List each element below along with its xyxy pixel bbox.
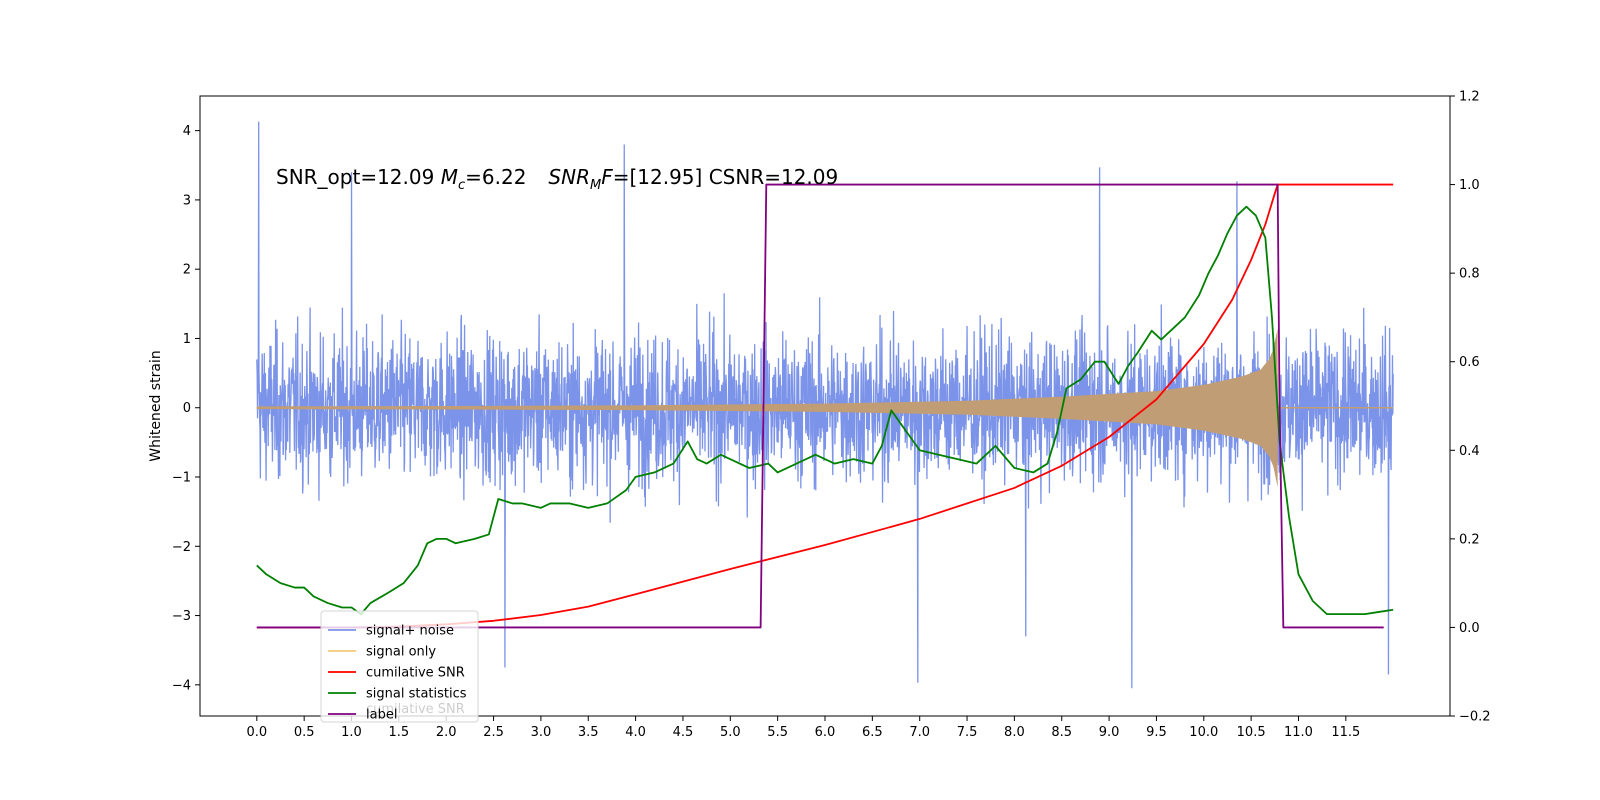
x-tick-label: 10.5: [1237, 725, 1266, 740]
y-right-tick-label: 0.0: [1459, 621, 1480, 636]
x-tick-label: 10.0: [1189, 725, 1218, 740]
snr-symbol: SNR: [548, 165, 590, 189]
x-tick-label: 3.5: [578, 725, 599, 740]
x-tick-label: 0.0: [246, 725, 267, 740]
y-right-tick-label: −0.2: [1459, 710, 1491, 725]
snr-subscript: M: [590, 178, 601, 193]
x-tick-label: 6.5: [862, 725, 883, 740]
signal-only-series: [256, 328, 1394, 488]
y-left-tick-label: 1: [183, 332, 191, 347]
x-tick-label: 2.0: [436, 725, 457, 740]
mc-subscript: c: [458, 178, 465, 193]
x-tick-label: 9.0: [1099, 725, 1120, 740]
snr-suffix: F: [601, 165, 613, 189]
y-left-tick-label: 4: [183, 124, 191, 139]
x-tick-label: 6.0: [815, 725, 836, 740]
legend: cumilative SNR signal+ noise signal only c…: [320, 610, 479, 723]
y-right-tick-label: 1.0: [1459, 178, 1480, 193]
x-tick-label: 4.5: [673, 725, 694, 740]
x-tick-label: 7.0: [909, 725, 930, 740]
x-tick-label: 8.5: [1051, 725, 1072, 740]
x-tick-label: 11.0: [1284, 725, 1313, 740]
y-left-tick-label: −4: [172, 678, 191, 693]
y-right-tick-label: 0.2: [1459, 532, 1480, 547]
x-tick-label: 11.5: [1331, 725, 1360, 740]
legend-label: label: [366, 708, 397, 723]
y-axis-left-title: Whitened strain: [148, 350, 164, 461]
x-axis: 0.0 0.5 1.0 1.5 2.0 2.5 3.0 3.5 4.0 4.5 5.0 5.5 6.0 6…: [246, 716, 1360, 740]
y-axis-left: 4 3 2 1 0 −1 −2 −3 −4: [172, 124, 200, 693]
legend-label: signal statistics: [366, 687, 467, 702]
x-tick-label: 5.0: [720, 725, 741, 740]
y-left-tick-label: 3: [183, 193, 191, 208]
x-tick-label: 2.5: [483, 725, 504, 740]
y-left-tick-label: 2: [183, 263, 191, 278]
y-right-tick-label: 1.2: [1459, 90, 1480, 105]
y-left-tick-label: −1: [172, 471, 191, 486]
legend-label: cumilative SNR: [366, 666, 465, 681]
mc-value: =6.22: [465, 165, 526, 189]
x-tick-label: 4.0: [625, 725, 646, 740]
legend-hidden-text: cumilative SNR: [366, 702, 465, 717]
snr-mf-value: =[12.95] CSNR=12.09: [613, 165, 839, 189]
y-left-tick-label: −3: [172, 609, 191, 624]
mc-symbol: M: [441, 165, 458, 189]
legend-box: [320, 610, 479, 723]
x-tick-label: 0.5: [294, 725, 315, 740]
y-axis-right: 1.2 1.0 0.8 0.6 0.4 0.2 0.0 −0.2: [1450, 90, 1491, 725]
label-line: [256, 183, 1384, 629]
y-right-tick-label: 0.4: [1459, 444, 1480, 459]
x-tick-label: 1.0: [341, 725, 362, 740]
legend-label: signal+ noise: [366, 624, 454, 639]
x-tick-label: 1.5: [389, 725, 410, 740]
y-left-tick-label: 0: [183, 401, 191, 416]
x-tick-label: 7.5: [957, 725, 978, 740]
x-tick-label: 3.0: [531, 725, 552, 740]
signal-statistics-line: [256, 205, 1394, 616]
y-left-tick-label: −2: [172, 540, 191, 555]
x-tick-label: 9.5: [1146, 725, 1167, 740]
snr-opt-text: SNR_opt=12.09: [276, 165, 441, 189]
legend-label: signal only: [366, 645, 436, 660]
x-tick-label: 8.0: [1004, 725, 1025, 740]
y-right-tick-label: 0.6: [1459, 355, 1480, 370]
snr-annotation: SNR_opt=12.09 Mc=6.22 SNRMF=[12.95] CSNR=…: [276, 165, 838, 193]
x-tick-label: 5.5: [767, 725, 788, 740]
y-right-tick-label: 0.8: [1459, 267, 1480, 282]
